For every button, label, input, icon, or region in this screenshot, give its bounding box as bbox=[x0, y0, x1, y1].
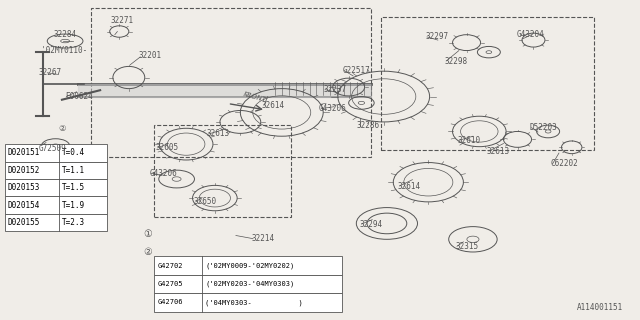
Text: 32610: 32610 bbox=[457, 136, 480, 145]
Text: FRONT: FRONT bbox=[243, 91, 267, 103]
Bar bbox=[154, 293, 342, 312]
Text: ('04MY0303-           ): ('04MY0303- ) bbox=[205, 299, 303, 306]
Text: D020151: D020151 bbox=[8, 148, 40, 157]
Text: 32294: 32294 bbox=[360, 220, 383, 228]
Text: ②: ② bbox=[143, 247, 152, 257]
Text: 32613: 32613 bbox=[207, 130, 230, 139]
Text: 32650: 32650 bbox=[194, 197, 217, 206]
Bar bbox=[91, 8, 371, 157]
Text: D020152: D020152 bbox=[8, 166, 40, 175]
Text: 32214: 32214 bbox=[251, 234, 275, 243]
Text: 32201: 32201 bbox=[138, 51, 161, 60]
Text: A114001151: A114001151 bbox=[577, 303, 623, 312]
Bar bbox=[4, 214, 106, 231]
Text: 32298: 32298 bbox=[444, 57, 467, 66]
Text: D020155: D020155 bbox=[8, 218, 40, 227]
Text: G42705: G42705 bbox=[157, 281, 183, 287]
Text: 32613: 32613 bbox=[487, 147, 510, 156]
Bar bbox=[4, 162, 106, 179]
Text: T=2.3: T=2.3 bbox=[62, 218, 85, 227]
Text: G72509: G72509 bbox=[38, 144, 66, 153]
Text: ('02MY0203-'04MY0303): ('02MY0203-'04MY0303) bbox=[205, 281, 294, 287]
Text: 32605: 32605 bbox=[156, 143, 179, 152]
Text: G42706: G42706 bbox=[157, 300, 183, 305]
Text: D020154: D020154 bbox=[8, 201, 40, 210]
Bar bbox=[4, 196, 106, 214]
Text: T=1.9: T=1.9 bbox=[62, 201, 85, 210]
Text: ②: ② bbox=[59, 124, 66, 133]
Text: D020153: D020153 bbox=[8, 183, 40, 192]
Text: T=1.5: T=1.5 bbox=[62, 183, 85, 192]
Text: G43206: G43206 bbox=[319, 104, 346, 113]
Text: G22517: G22517 bbox=[342, 66, 370, 75]
Bar bbox=[4, 179, 106, 196]
Bar bbox=[4, 144, 106, 162]
Text: 32286: 32286 bbox=[357, 121, 380, 130]
Text: 32315: 32315 bbox=[455, 242, 478, 251]
Bar bbox=[154, 275, 342, 293]
Text: 32271: 32271 bbox=[111, 16, 134, 25]
Bar bbox=[381, 17, 594, 150]
Text: G42702: G42702 bbox=[157, 263, 183, 268]
Text: D52203: D52203 bbox=[529, 123, 557, 132]
Bar bbox=[154, 125, 291, 217]
Text: 32614: 32614 bbox=[261, 101, 285, 110]
Text: T=1.1: T=1.1 bbox=[62, 166, 85, 175]
Text: G43204: G43204 bbox=[516, 30, 544, 39]
Text: G43206: G43206 bbox=[149, 169, 177, 178]
Text: 32237: 32237 bbox=[323, 85, 346, 94]
Text: ①: ① bbox=[143, 229, 152, 239]
Text: T=0.4: T=0.4 bbox=[62, 148, 85, 157]
Bar bbox=[154, 256, 342, 275]
Text: 32284: 32284 bbox=[54, 30, 77, 39]
Text: C62202: C62202 bbox=[550, 159, 579, 168]
Text: 32297: 32297 bbox=[425, 32, 448, 41]
Text: ('02MY0009-'02MY0202): ('02MY0009-'02MY0202) bbox=[205, 262, 294, 269]
Text: E00624: E00624 bbox=[65, 92, 93, 101]
Text: 32267: 32267 bbox=[38, 68, 61, 77]
Text: 32614: 32614 bbox=[397, 181, 421, 190]
Text: '02MY0110-: '02MY0110- bbox=[41, 46, 87, 55]
